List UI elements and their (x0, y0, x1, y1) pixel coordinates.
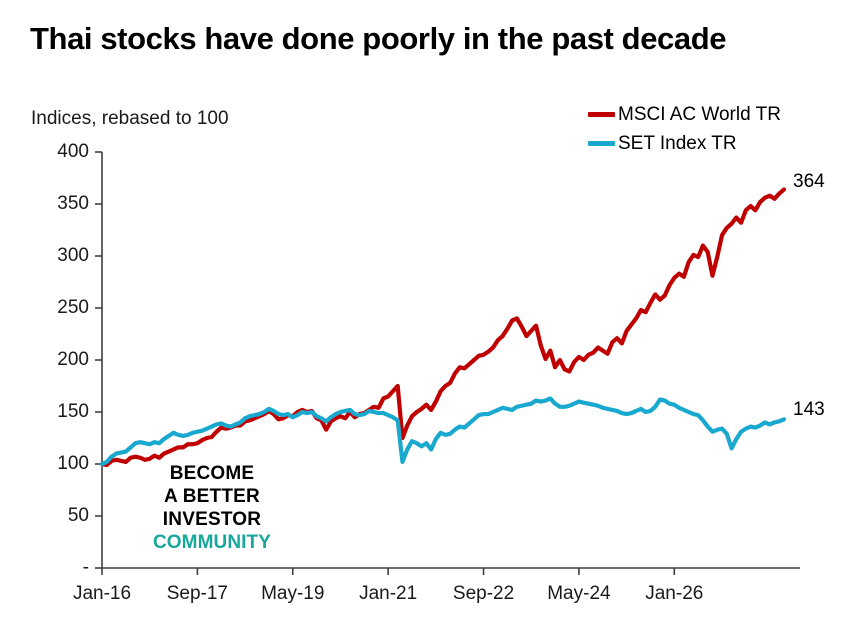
chart-axes (95, 151, 800, 575)
x-tick-label: May-19 (261, 583, 325, 604)
legend-swatch-msci (588, 112, 615, 117)
legend-label-msci: MSCI AC World TR (618, 103, 781, 125)
axis-note: Indices, rebased to 100 (31, 108, 229, 129)
x-tick-label: Jan-16 (72, 583, 132, 604)
end-value-label-set: 143 (793, 399, 825, 421)
x-tick-label: Sep-22 (452, 583, 515, 604)
y-tick-label: 100 (57, 453, 89, 474)
x-tick-label: Jan-21 (359, 583, 418, 604)
legend-item-msci: MSCI AC World TR (588, 100, 850, 129)
y-tick-label: 50 (67, 505, 89, 526)
legend-label-set: SET Index TR (618, 132, 737, 154)
y-tick-label: 400 (57, 141, 89, 162)
y-tick-label: 250 (57, 297, 89, 318)
y-tick-label: 200 (57, 349, 89, 370)
x-tick-label: May-24 (547, 583, 611, 604)
series-line-msci-ac-world-tr (99, 187, 787, 468)
y-tick-label: 300 (57, 245, 89, 266)
y-tick-label: - (82, 557, 89, 578)
legend-swatch-set (588, 141, 615, 146)
y-axis-ticks (95, 151, 102, 569)
x-axis-ticks (101, 568, 676, 575)
y-tick-label: 150 (57, 401, 89, 422)
x-tick-label: Jan-26 (645, 583, 704, 604)
y-tick-label: 350 (57, 193, 89, 214)
chart-series-lines (99, 187, 787, 468)
x-tick-label: Sep-17 (166, 583, 229, 604)
page-title: Thai stocks have done poorly in the past… (30, 21, 727, 56)
chart-legend: MSCI AC World TR SET Index TR (588, 100, 850, 158)
series-line-set-index-tr (99, 396, 787, 467)
legend-item-set: SET Index TR (588, 129, 850, 158)
end-value-label-msci: 364 (793, 171, 825, 193)
